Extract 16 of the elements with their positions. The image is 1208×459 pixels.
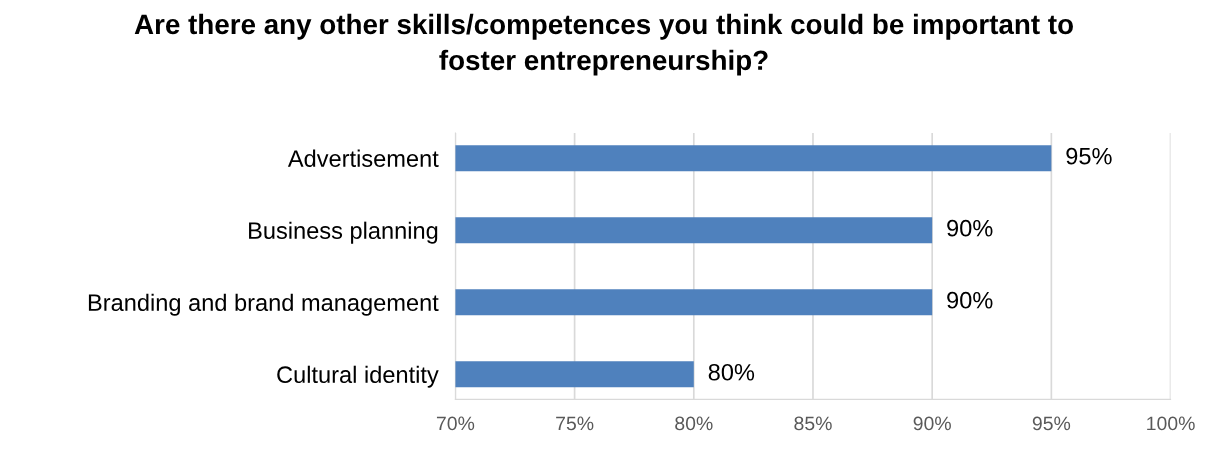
data-label: 90% [947,219,993,237]
x-tick-label: 100% [1147,416,1195,431]
data-label: 90% [947,291,993,309]
x-tick-label: 95% [1032,416,1071,431]
data-label: 95% [1066,147,1112,165]
y-tick-label: Business planning [249,221,438,244]
y-tick-label: Advertisement [287,149,439,167]
data-label: 80% [708,363,755,381]
chart-title: Are there any other skills/competences you think could be important to foster entrepreneurship? [134,13,1073,76]
x-tick-label: 85% [794,416,832,431]
x-tick-label: 70% [436,416,475,431]
x-tick-label: 80% [675,416,713,431]
y-tick-label: Branding and brand management [88,293,439,316]
x-tick-label: 75% [556,416,594,431]
x-tick-label: 90% [913,416,951,431]
y-tick-label: Cultural identity [277,365,439,388]
